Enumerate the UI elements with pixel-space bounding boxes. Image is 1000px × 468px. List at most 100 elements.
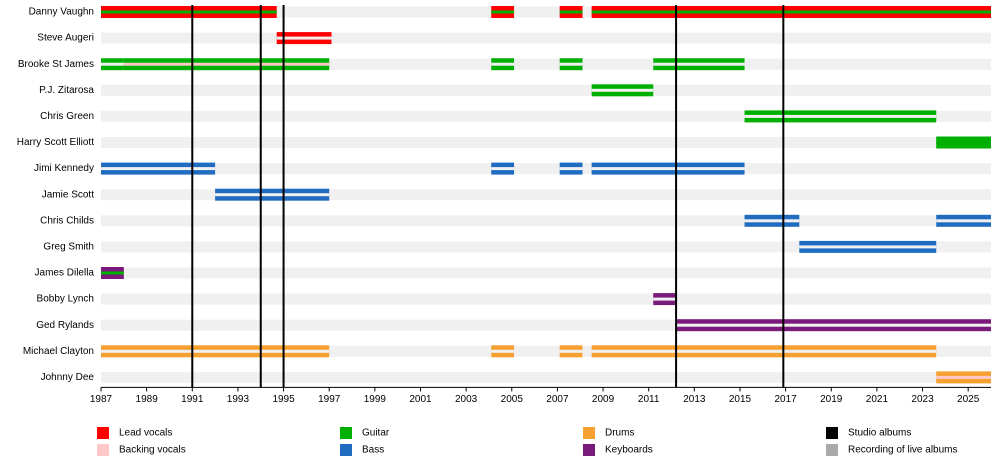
bar-stripe bbox=[591, 349, 937, 353]
bar-stripe bbox=[491, 10, 515, 14]
row-band bbox=[101, 137, 991, 148]
member-bar bbox=[101, 345, 330, 358]
bar-stripe bbox=[276, 36, 332, 40]
member-name: Michael Clayton bbox=[23, 346, 94, 357]
row-band bbox=[101, 215, 991, 227]
legend-swatch bbox=[97, 427, 109, 439]
x-tick-label: 2005 bbox=[501, 394, 524, 405]
x-tick-label: 2025 bbox=[957, 394, 980, 405]
legend-swatch bbox=[97, 444, 109, 456]
member-bar bbox=[936, 371, 991, 384]
legend-label: Keyboards bbox=[605, 445, 653, 456]
member-bar bbox=[559, 6, 583, 18]
member-bar bbox=[559, 162, 583, 175]
bar-stripe bbox=[491, 349, 515, 353]
row-band bbox=[101, 267, 991, 279]
row-band bbox=[101, 84, 991, 96]
row-band bbox=[101, 6, 991, 18]
bar-stripe bbox=[101, 271, 124, 275]
x-tick-label: 1989 bbox=[136, 394, 159, 405]
bar-stripe bbox=[591, 88, 654, 92]
member-bar bbox=[591, 162, 745, 175]
member-bar bbox=[101, 162, 216, 175]
x-tick-label: 2007 bbox=[546, 394, 569, 405]
member-name: Johnny Dee bbox=[41, 372, 95, 383]
member-name: Chris Green bbox=[40, 111, 94, 122]
bar-stripe bbox=[799, 245, 937, 249]
bar-stripe bbox=[559, 349, 583, 353]
member-bar bbox=[559, 345, 583, 358]
member-bar bbox=[653, 293, 677, 306]
row-band bbox=[101, 163, 991, 175]
bar-stripe bbox=[559, 167, 583, 171]
x-tick-label: 2013 bbox=[683, 394, 706, 405]
bar-stripe bbox=[744, 114, 937, 118]
bar-stripe bbox=[101, 349, 330, 353]
member-name: Greg Smith bbox=[43, 242, 94, 253]
legend-label: Drums bbox=[605, 428, 634, 439]
member-name: Brooke St James bbox=[18, 59, 94, 70]
legend-swatch bbox=[826, 444, 838, 456]
bar-stripe bbox=[591, 10, 991, 14]
bar-stripe bbox=[591, 167, 745, 171]
x-tick-label: 2011 bbox=[638, 394, 660, 405]
x-tick-label: 1993 bbox=[227, 394, 250, 405]
member-bar bbox=[936, 136, 991, 149]
member-name: Danny Vaughn bbox=[29, 7, 94, 18]
bar-stripe bbox=[215, 193, 330, 197]
bar-stripe bbox=[936, 141, 991, 144]
x-tick-label: 1999 bbox=[364, 394, 387, 405]
legend-swatch bbox=[583, 427, 595, 439]
member-bar bbox=[101, 58, 124, 71]
bar-stripe bbox=[101, 10, 277, 14]
member-name: Steve Augeri bbox=[37, 33, 94, 44]
member-bar bbox=[101, 267, 124, 279]
member-name: Harry Scott Elliott bbox=[17, 137, 94, 148]
row-band bbox=[101, 58, 991, 70]
member-bar bbox=[744, 110, 937, 123]
x-tick-label: 1987 bbox=[90, 394, 113, 405]
member-bar bbox=[101, 6, 277, 18]
member-name: Jamie Scott bbox=[42, 189, 94, 200]
x-tick-label: 2015 bbox=[729, 394, 752, 405]
x-tick-label: 2019 bbox=[820, 394, 843, 405]
member-bar bbox=[491, 345, 515, 358]
member-name: James Dilella bbox=[35, 268, 95, 279]
row-band bbox=[101, 241, 991, 253]
member-bar bbox=[123, 58, 330, 71]
row-band bbox=[101, 293, 991, 305]
x-tick-label: 2017 bbox=[774, 394, 797, 405]
bar-stripe bbox=[676, 323, 991, 327]
x-tick-label: 2023 bbox=[911, 394, 934, 405]
member-bar bbox=[215, 188, 330, 201]
bar-stripe bbox=[101, 62, 124, 66]
member-name: Chris Childs bbox=[40, 215, 94, 226]
x-tick-label: 2003 bbox=[455, 394, 478, 405]
member-bar bbox=[591, 6, 991, 18]
bar-stripe bbox=[653, 297, 677, 301]
x-tick-label: 2001 bbox=[409, 394, 432, 405]
member-bar bbox=[559, 58, 583, 71]
bar-stripe bbox=[101, 167, 216, 171]
legend-label: Lead vocals bbox=[119, 428, 172, 439]
member-bar bbox=[491, 58, 515, 71]
row-band bbox=[101, 345, 991, 357]
member-bar bbox=[591, 84, 654, 97]
legend-label: Bass bbox=[362, 445, 384, 456]
x-tick-label: 2009 bbox=[592, 394, 615, 405]
member-bar bbox=[653, 58, 745, 71]
bar-stripe bbox=[744, 219, 800, 223]
bar-stripe bbox=[123, 62, 330, 66]
row-band bbox=[101, 189, 991, 201]
legend-label: Recording of live albums bbox=[848, 445, 958, 456]
member-name: Ged Rylands bbox=[36, 320, 94, 331]
member-bar bbox=[591, 345, 937, 358]
legend-label: Guitar bbox=[362, 428, 390, 439]
bar-stripe bbox=[653, 62, 745, 66]
member-bar bbox=[491, 162, 515, 175]
bar-stripe bbox=[491, 167, 515, 171]
bar-stripe bbox=[936, 219, 991, 223]
member-bar bbox=[799, 240, 937, 253]
legend-swatch bbox=[340, 444, 352, 456]
